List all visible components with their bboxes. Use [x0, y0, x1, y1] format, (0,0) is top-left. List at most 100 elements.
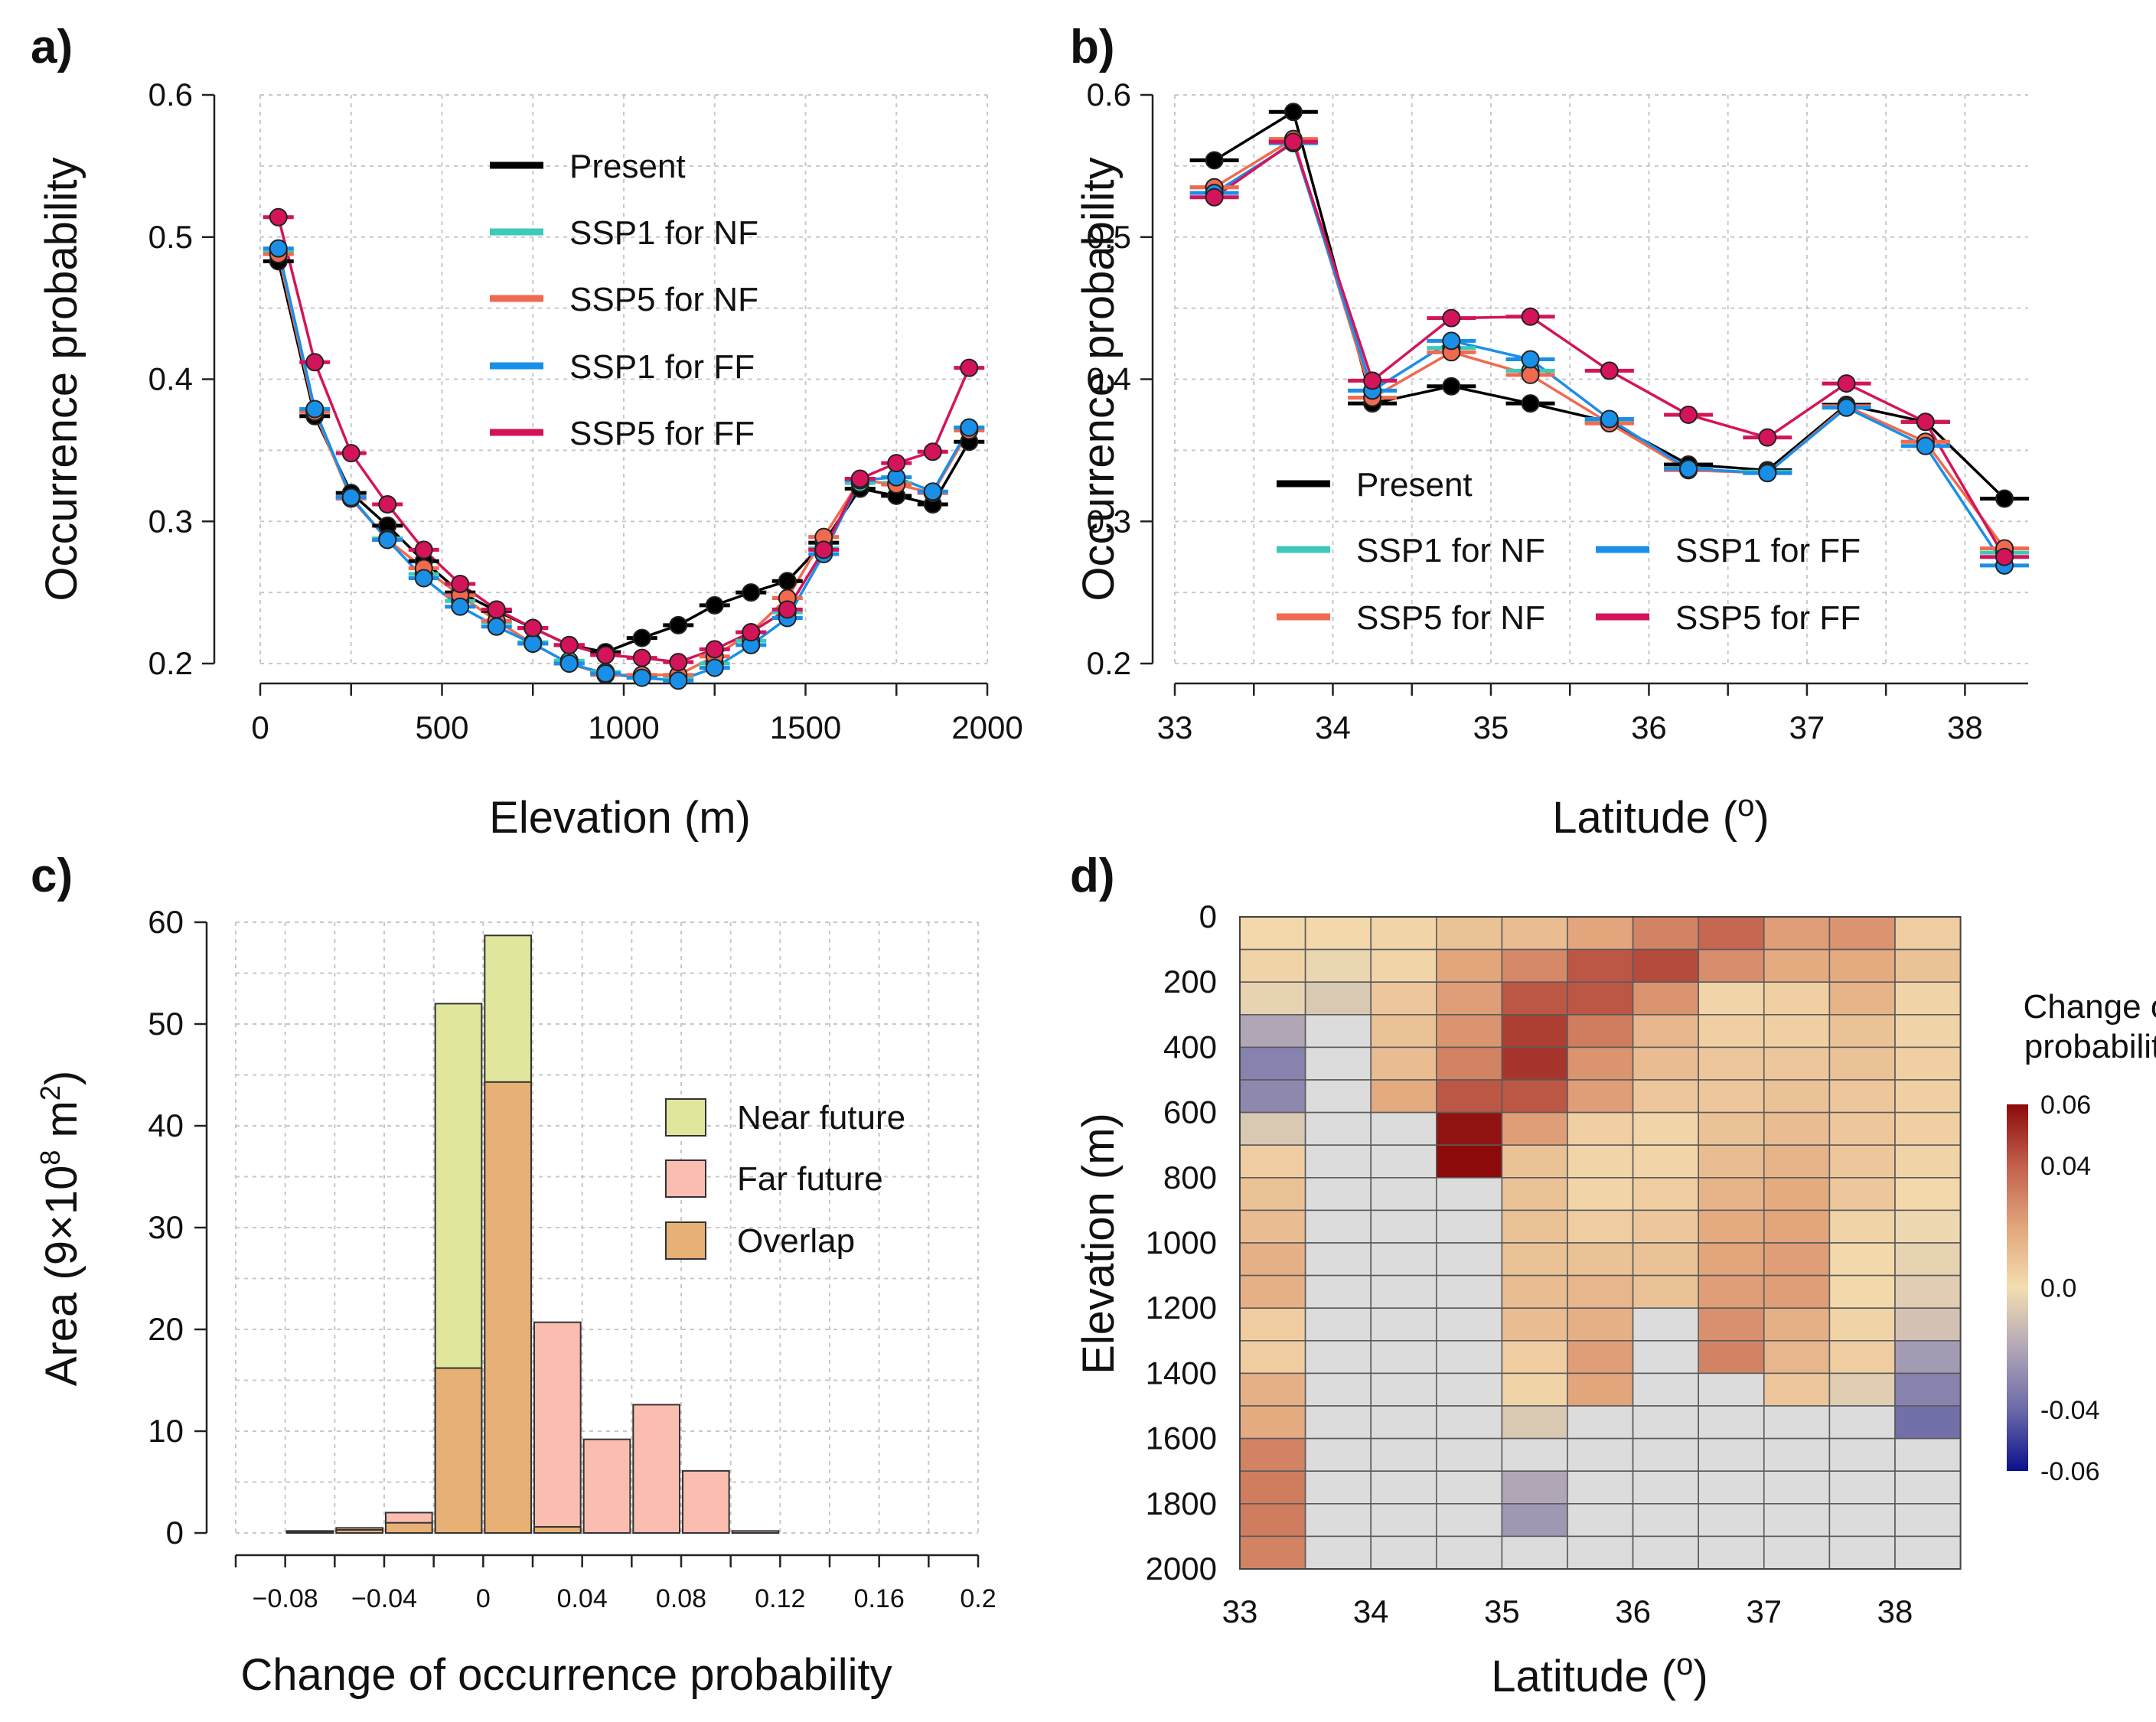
heatmap-cell-empty — [1828, 1535, 1896, 1570]
y-tick-label: 2000 — [1146, 1551, 1217, 1587]
heatmap-cell — [1239, 1274, 1306, 1309]
data-point-present — [632, 628, 651, 647]
heatmap-cell — [1304, 948, 1372, 983]
heatmap-cell-empty — [1698, 1470, 1765, 1505]
heatmap-cell-empty — [1632, 1470, 1700, 1505]
y-tick-label: 1600 — [1146, 1420, 1217, 1456]
x-tick-label: 500 — [415, 709, 468, 745]
data-point-ssp1_ff — [559, 654, 579, 673]
legend-label-present: Present — [569, 148, 686, 185]
legend-label-present: Present — [1356, 466, 1473, 504]
heatmap-cell — [1698, 1014, 1765, 1049]
y-axis-title: Elevation (m) — [1074, 1113, 1124, 1375]
heatmap-cell-empty — [1370, 1242, 1437, 1277]
heatmap-cell — [1567, 916, 1634, 951]
heatmap-cell — [1763, 1079, 1831, 1114]
data-point-present — [1442, 377, 1461, 396]
heatmap-cell — [1698, 1242, 1765, 1277]
heatmap-cell — [1698, 1307, 1765, 1342]
heatmap-cell-empty — [1370, 1372, 1437, 1407]
x-axis-title-main: Latitude ( — [1552, 793, 1737, 843]
heatmap-cell-empty — [1370, 1503, 1437, 1538]
data-point-ssp5_ff — [414, 540, 433, 559]
heatmap-cell-empty — [1436, 1503, 1503, 1538]
heatmap-cell — [1632, 1274, 1700, 1309]
heatmap-cell — [1894, 1372, 1962, 1407]
y-tick-label: 0.2 — [1087, 645, 1131, 681]
heatmap-cell — [1763, 1111, 1831, 1146]
heatmap-cell — [1763, 1177, 1831, 1212]
data-point-ssp5_ff — [451, 574, 470, 593]
heatmap-cell-empty — [1436, 1405, 1503, 1440]
heatmap-cell — [1698, 916, 1765, 951]
heatmap-cell — [1501, 1503, 1568, 1538]
heatmap-cell-empty — [1436, 1470, 1503, 1505]
x-axis-title-degree: o — [1737, 789, 1754, 823]
x-tick-label: 35 — [1473, 709, 1509, 745]
y-tick-label: 1800 — [1146, 1486, 1217, 1521]
data-point-ssp5_ff — [778, 600, 797, 619]
data-point-ssp5_ff — [669, 653, 688, 672]
heatmap-cell — [1828, 1307, 1896, 1342]
y-tick-label: 400 — [1163, 1029, 1217, 1065]
heatmap-cell — [1370, 981, 1437, 1016]
heatmap-cell — [1632, 1209, 1700, 1244]
data-point-ssp5_ff — [1521, 307, 1540, 326]
heatmap-cell — [1894, 1405, 1962, 1440]
y-axis-title-close: ) — [37, 1071, 86, 1085]
data-point-present — [778, 572, 797, 591]
x-tick-label: 34 — [1315, 709, 1351, 745]
heatmap-cell — [1763, 981, 1831, 1016]
heatmap-cell — [1894, 1177, 1962, 1212]
heatmap-cell-empty — [1304, 1503, 1372, 1538]
heatmap-cell — [1239, 1405, 1306, 1440]
x-tick-label: 0.2 — [960, 1584, 996, 1613]
colorbar-title-line-2: probability — [2024, 1028, 2156, 1065]
heatmap-cell — [1763, 1307, 1831, 1342]
heatmap-cell-empty — [1370, 1405, 1437, 1440]
heatmap-cell — [1632, 1079, 1700, 1114]
data-point-ssp1_ff — [1600, 409, 1619, 429]
y-tick-label: 0.6 — [148, 77, 193, 113]
heatmap-cell-empty — [1304, 1014, 1372, 1049]
heatmap-cell — [1632, 948, 1700, 983]
data-point-ssp1_ff — [341, 488, 360, 507]
heatmap-cell — [1239, 1014, 1306, 1049]
y-axis-title-sup: 8 — [34, 1150, 66, 1166]
heatmap-cell — [1894, 981, 1962, 1016]
data-point-ssp1_ff — [632, 668, 651, 687]
heatmap-cell — [1567, 1372, 1634, 1407]
heatmap-cell — [1828, 1340, 1896, 1375]
data-point-ssp5_ff — [814, 540, 833, 559]
y-tick-label: 60 — [148, 904, 184, 940]
panel-b: 0.2 0.3 0.4 0.5 0.6 33 34 35 36 37 38 Present SSP1 f… — [1070, 21, 2030, 843]
heatmap-cell — [1632, 1046, 1700, 1081]
heatmap-cell-empty — [1501, 1437, 1568, 1472]
heatmap-cell — [1763, 1340, 1831, 1375]
heatmap-cell — [1828, 1242, 1896, 1277]
heatmap-cell — [1501, 1340, 1568, 1375]
data-point-present — [1995, 489, 2014, 508]
heatmap-cell-empty — [1304, 1307, 1372, 1342]
data-point-ssp1_ff — [960, 418, 979, 437]
data-point-ssp5_ff — [596, 645, 615, 664]
heatmap-cell — [1239, 1470, 1306, 1505]
x-axis-title-close: ) — [1754, 793, 1769, 843]
heatmap-cell-empty — [1698, 1535, 1765, 1570]
legend-label-ssp1_nf: SSP1 for NF — [569, 214, 758, 252]
bar-overlap — [285, 1531, 334, 1534]
heatmap-cell — [1501, 1209, 1568, 1244]
legend-label-near_future: Near future — [737, 1099, 905, 1137]
heatmap-cell — [1436, 948, 1503, 983]
heatmap-cell — [1239, 1340, 1306, 1375]
x-tick-label: 35 — [1484, 1593, 1520, 1629]
data-point-ssp5_ff — [269, 207, 288, 227]
x-tick-label: 0.08 — [656, 1584, 706, 1613]
heatmap-cell — [1632, 1111, 1700, 1146]
heatmap-cell — [1239, 1307, 1306, 1342]
heatmap-cell-empty — [1436, 1307, 1503, 1342]
heatmap-cell — [1828, 1144, 1896, 1179]
data-point-ssp5_ff — [1363, 371, 1382, 390]
heatmap-cell-empty — [1763, 1503, 1831, 1538]
bar-overlap — [385, 1521, 433, 1534]
